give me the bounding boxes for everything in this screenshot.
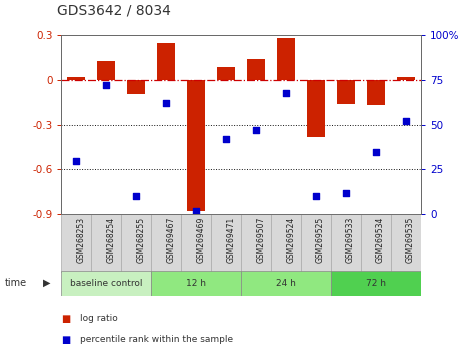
Point — [312, 193, 320, 199]
Bar — [91, 214, 122, 273]
Bar — [181, 214, 211, 273]
Text: log ratio: log ratio — [80, 314, 118, 323]
Bar — [397, 77, 415, 80]
Bar — [151, 214, 181, 273]
Text: time: time — [5, 278, 27, 288]
Bar — [217, 67, 235, 80]
Point — [163, 101, 170, 106]
Bar — [241, 271, 331, 296]
Text: GSM269533: GSM269533 — [346, 217, 355, 263]
Text: GSM269471: GSM269471 — [226, 217, 235, 263]
Text: GSM269534: GSM269534 — [376, 217, 385, 263]
Text: GSM268254: GSM268254 — [106, 217, 115, 263]
Text: GSM269535: GSM269535 — [406, 217, 415, 263]
Bar — [247, 59, 265, 80]
Point — [103, 82, 110, 88]
Bar — [97, 61, 115, 80]
Bar — [158, 43, 175, 80]
Bar — [367, 80, 385, 105]
Text: GDS3642 / 8034: GDS3642 / 8034 — [57, 4, 171, 18]
Point — [372, 149, 380, 154]
Bar — [331, 271, 421, 296]
Text: GSM268253: GSM268253 — [77, 217, 86, 263]
Text: GSM269525: GSM269525 — [316, 217, 325, 263]
Bar — [301, 214, 331, 273]
Text: ■: ■ — [61, 335, 71, 345]
Point — [132, 193, 140, 199]
Bar — [271, 214, 301, 273]
Bar — [122, 214, 151, 273]
Bar — [151, 271, 241, 296]
Text: 24 h: 24 h — [276, 279, 296, 288]
Bar — [277, 38, 295, 80]
Point — [342, 190, 350, 195]
Bar — [361, 214, 391, 273]
Point — [222, 136, 230, 142]
Text: ▶: ▶ — [43, 278, 50, 288]
Text: 72 h: 72 h — [366, 279, 386, 288]
Bar — [241, 214, 271, 273]
Bar — [211, 214, 241, 273]
Bar — [307, 80, 325, 137]
Text: GSM269467: GSM269467 — [166, 217, 175, 263]
Point — [73, 158, 80, 164]
Text: baseline control: baseline control — [70, 279, 143, 288]
Bar — [61, 214, 91, 273]
Bar — [61, 271, 151, 296]
Point — [193, 208, 200, 213]
Point — [282, 90, 290, 96]
Bar — [187, 80, 205, 211]
Bar — [68, 77, 86, 80]
Text: percentile rank within the sample: percentile rank within the sample — [80, 335, 234, 344]
Text: GSM269507: GSM269507 — [256, 217, 265, 263]
Bar — [127, 80, 145, 93]
Text: GSM269469: GSM269469 — [196, 217, 205, 263]
Bar — [331, 214, 361, 273]
Bar — [337, 80, 355, 104]
Bar — [391, 214, 421, 273]
Point — [253, 127, 260, 133]
Text: GSM268255: GSM268255 — [136, 217, 145, 263]
Text: GSM269524: GSM269524 — [286, 217, 295, 263]
Text: 12 h: 12 h — [186, 279, 206, 288]
Text: ■: ■ — [61, 314, 71, 324]
Point — [402, 118, 410, 124]
